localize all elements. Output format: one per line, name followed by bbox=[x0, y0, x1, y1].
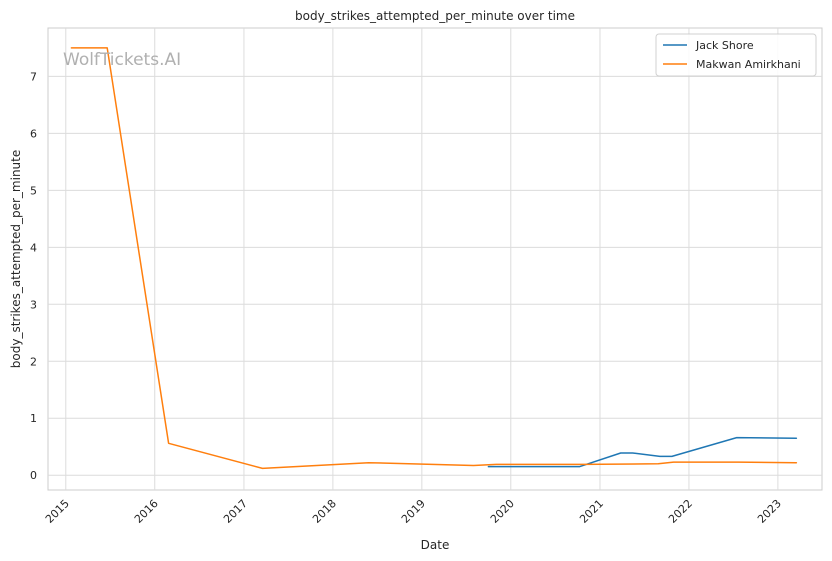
x-tick-label: 2021 bbox=[577, 497, 606, 526]
x-tick-label: 2023 bbox=[755, 497, 784, 526]
plot-area bbox=[47, 27, 823, 491]
x-tick-label: 2022 bbox=[666, 497, 695, 526]
y-tick-label: 7 bbox=[30, 70, 37, 83]
legend-box bbox=[655, 33, 817, 77]
legend-label-jack-shore: Jack Shore bbox=[695, 39, 754, 52]
legend: Jack Shore Makwan Amirkhani bbox=[655, 33, 817, 77]
y-axis-label: body_strikes_attempted_per_minute bbox=[9, 150, 23, 368]
x-axis-ticks: 2015 2016 2017 2018 2019 2020 2021 2022 2023 bbox=[43, 497, 784, 526]
x-tick-label: 2016 bbox=[132, 497, 161, 526]
y-axis-ticks: 0 1 2 3 4 5 6 7 bbox=[30, 70, 37, 482]
chart-title: body_strikes_attempted_per_minute over t… bbox=[295, 9, 575, 23]
legend-label-makwan-amirkhani: Makwan Amirkhani bbox=[696, 58, 801, 71]
series-line-makwan-amirkhani bbox=[70, 47, 798, 470]
x-tick-label: 2019 bbox=[399, 497, 428, 526]
x-axis-label: Date bbox=[421, 538, 450, 552]
watermark: WolfTickets.AI bbox=[63, 50, 181, 70]
x-tick-label: 2015 bbox=[43, 497, 72, 526]
x-tick-label: 2018 bbox=[310, 497, 339, 526]
y-tick-label: 1 bbox=[30, 412, 37, 425]
y-tick-label: 4 bbox=[30, 241, 37, 254]
series-layer bbox=[70, 47, 798, 470]
y-tick-label: 0 bbox=[30, 469, 37, 482]
grid bbox=[48, 28, 822, 490]
y-tick-label: 2 bbox=[30, 355, 37, 368]
y-tick-label: 5 bbox=[30, 184, 37, 197]
x-tick-label: 2020 bbox=[488, 497, 517, 526]
y-tick-label: 6 bbox=[30, 127, 37, 140]
x-tick-label: 2017 bbox=[221, 497, 250, 526]
y-tick-label: 3 bbox=[30, 298, 37, 311]
